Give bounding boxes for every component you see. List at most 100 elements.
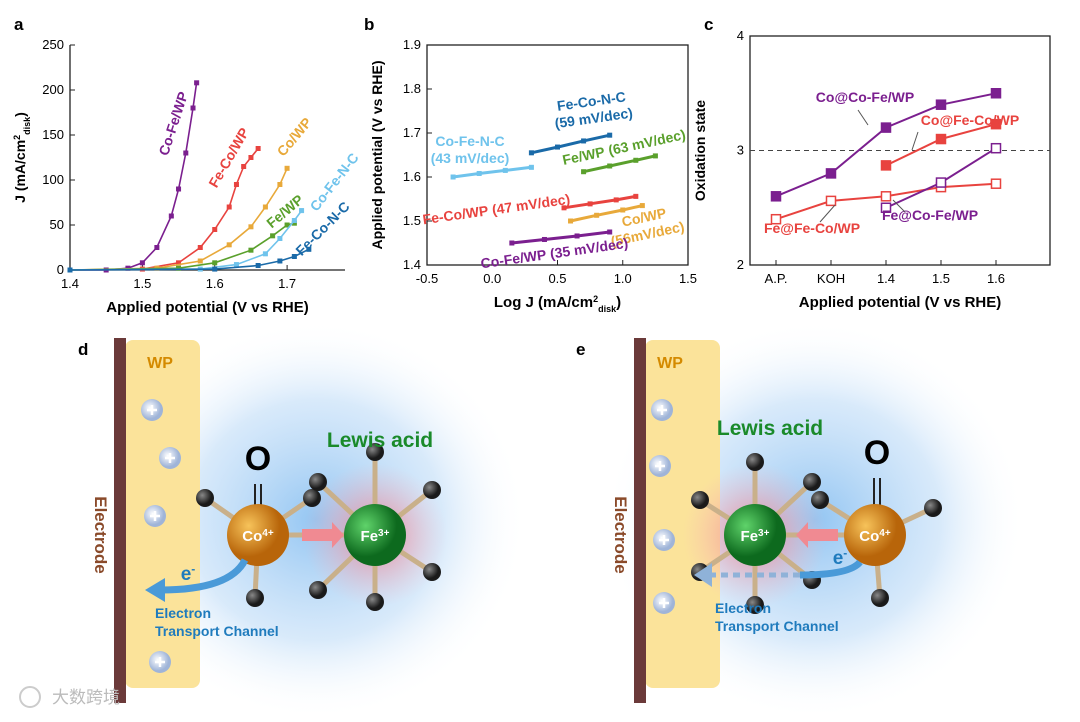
- x-axis-label: Log J (mA/cm2disk): [494, 294, 621, 314]
- data-point: [190, 105, 196, 111]
- data-point: [880, 122, 892, 133]
- data-point: [176, 186, 182, 192]
- y-tick-label: 2: [737, 257, 744, 272]
- data-point: [633, 157, 639, 163]
- series-name: Co-Fe-N-C: [435, 133, 504, 149]
- data-point: [154, 245, 160, 250]
- x-tick-label: 1.7: [278, 276, 296, 291]
- y-tick-label: 0: [57, 262, 64, 277]
- electrode-label: Electrode: [611, 496, 630, 573]
- data-point: [880, 191, 892, 202]
- ligand: [746, 453, 764, 471]
- y-axis-label: Applied potential (V vs RHE): [369, 60, 385, 249]
- electron-label: e-: [181, 562, 196, 585]
- co-charge: 4+: [879, 528, 891, 539]
- co-symbol: Co: [242, 528, 262, 545]
- electron-charge: -: [843, 546, 847, 560]
- electrode: [114, 338, 126, 703]
- data-point: [241, 164, 247, 169]
- pointer: [892, 199, 906, 213]
- data-point: [197, 245, 203, 250]
- fe-label: Fe3+: [361, 528, 390, 546]
- series-line: [511, 230, 610, 245]
- series-line: [531, 133, 611, 155]
- data-point: [212, 260, 218, 266]
- data-point: [528, 150, 534, 156]
- oxygen-label: O: [245, 440, 271, 478]
- electron-charge: -: [191, 562, 195, 576]
- data-point: [639, 203, 645, 209]
- ligand: [309, 473, 327, 491]
- x-tick-label: 1.6: [206, 276, 224, 291]
- ligand: [246, 589, 264, 607]
- panel-letter: a: [14, 15, 24, 34]
- data-point: [233, 182, 239, 187]
- x-tick-label: KOH: [817, 271, 845, 286]
- data-point: [568, 218, 574, 224]
- electron-label: e-: [833, 546, 848, 569]
- fe-label: Fe3+: [741, 528, 770, 546]
- series-name: Co-Fe/WP: [155, 90, 191, 158]
- series-annotation: (63 mV/dec): [607, 126, 687, 158]
- channel-label: Electron: [715, 600, 771, 616]
- series-line: [563, 194, 637, 210]
- y-tick-label: 150: [42, 127, 64, 142]
- ligand: [309, 581, 327, 599]
- data-point: [284, 222, 290, 228]
- data-point: [197, 258, 203, 264]
- co-label: Co4+: [859, 528, 891, 546]
- series-label: Fe-Co-N-C(59 mV/dec): [551, 88, 633, 132]
- electrode: [634, 338, 646, 703]
- data-point: [277, 258, 283, 264]
- series-line: [775, 92, 997, 198]
- data-point: [183, 150, 189, 156]
- polarization-arrow: [796, 522, 838, 548]
- series-name: Co@Fe-Co/WP: [921, 112, 1019, 128]
- series-line: [452, 165, 532, 179]
- ligand: [423, 563, 441, 581]
- x-axis-label: Applied potential (V vs RHE): [106, 299, 309, 316]
- data-point: [607, 229, 613, 235]
- series-line: [69, 222, 295, 271]
- lewis-acid-label: Lewis acid: [717, 417, 823, 440]
- data-point: [935, 99, 947, 110]
- oxygen-label: O: [864, 434, 890, 472]
- pointer: [819, 204, 836, 223]
- y-tick-label: 4: [737, 28, 744, 43]
- series-label: Fe@Co-Fe/WP: [882, 207, 978, 223]
- channel-label: Electron: [155, 605, 211, 621]
- series-label: Fe-Co/WP: [205, 125, 252, 190]
- data-point: [476, 170, 482, 176]
- series-name: Fe-Co/WP: [205, 125, 252, 190]
- panel-letter: b: [364, 15, 374, 34]
- y-axis-label: J (mA/cm2disk): [12, 112, 32, 203]
- series-label: Co-Fe/WP: [155, 90, 191, 158]
- electron-arrowhead: [145, 578, 165, 602]
- panel-letter: d: [78, 340, 88, 359]
- data-point: [212, 227, 218, 232]
- wp-label: WP: [147, 355, 173, 372]
- channel-label: Transport Channel: [155, 623, 279, 639]
- data-point: [990, 178, 1002, 189]
- co-label: Co4+: [242, 528, 274, 546]
- series-annotation: (47 mV/dec): [491, 191, 571, 218]
- data-point: [770, 191, 782, 202]
- polarization-arrow: [302, 522, 344, 548]
- data-point: [291, 254, 297, 259]
- electrode-label: Electrode: [91, 496, 110, 573]
- series-name: Co/WP: [274, 114, 315, 159]
- x-tick-label: 1.6: [987, 271, 1005, 286]
- fe-symbol: Fe: [361, 528, 379, 545]
- double-bond: [873, 478, 881, 505]
- data-point: [139, 260, 145, 266]
- data-point: [880, 202, 892, 213]
- data-point: [262, 251, 268, 257]
- data-point: [587, 201, 593, 207]
- data-point: [607, 163, 613, 169]
- y-axis-label-part: J (mA/cm: [12, 140, 28, 203]
- data-point: [541, 236, 547, 242]
- electron-arrow: [159, 558, 249, 594]
- x-tick-label: 0.0: [483, 271, 501, 286]
- cobalt-atom: [844, 504, 906, 566]
- co-symbol: Co: [859, 528, 879, 545]
